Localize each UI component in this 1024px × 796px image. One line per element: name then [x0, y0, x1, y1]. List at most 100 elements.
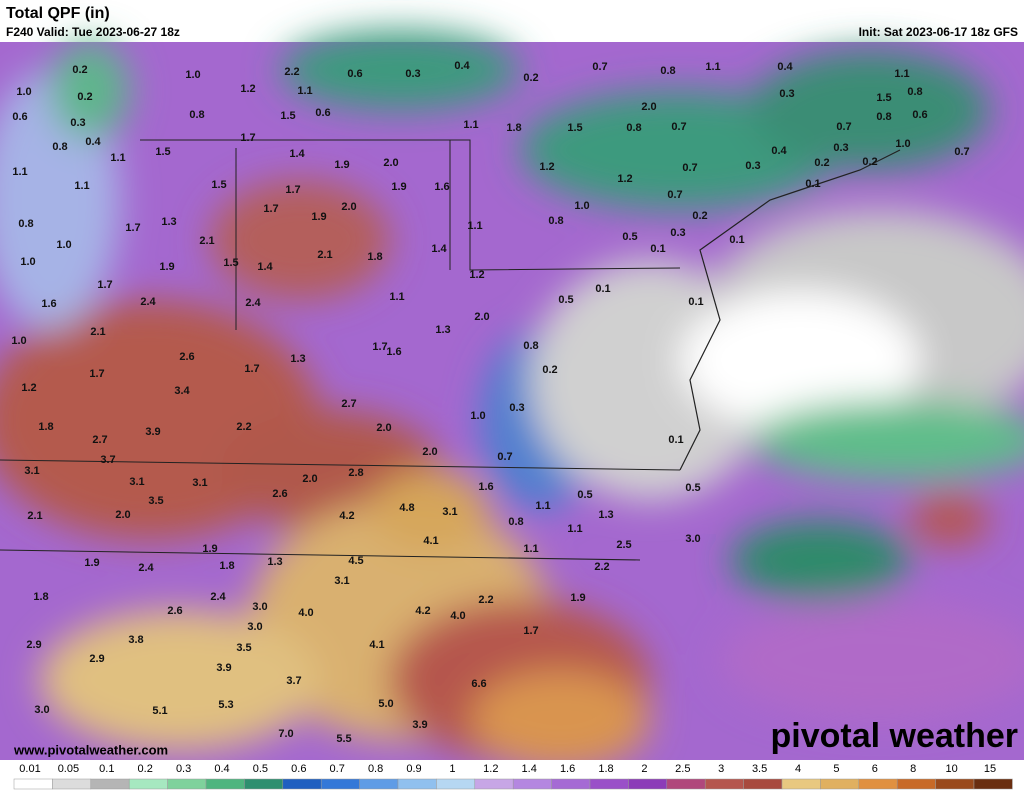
colorbar-label: 0.5 — [253, 763, 268, 775]
map-value-label: 1.2 — [21, 382, 36, 394]
colorbar-cell — [320, 778, 360, 790]
map-value-label: 4.1 — [369, 639, 384, 651]
colorbar-label: 1.6 — [560, 763, 575, 775]
colorbar-label: 0.2 — [138, 763, 153, 775]
map-value-label: 0.8 — [548, 215, 563, 227]
colorbar-cell — [282, 778, 322, 790]
colorbar-label: 5 — [833, 763, 839, 775]
colorbar-label: 15 — [984, 763, 996, 775]
colorbar-cell — [628, 778, 668, 790]
map-value-label: 1.7 — [263, 203, 278, 215]
map-value-label: 2.9 — [89, 653, 104, 665]
colorbar: 0.01 0.05 0.1 0.2 0.3 0.4 0.5 0.6 0.7 0.8 0.9 1 1.2 1… — [13, 763, 1013, 790]
map-value-label: 2.1 — [90, 326, 105, 338]
map-value-label: 0.5 — [577, 489, 592, 501]
colorbar-cell — [551, 778, 591, 790]
colorbar-cell — [90, 778, 130, 790]
state-borders — [0, 139, 681, 561]
map-value-label: 1.9 — [311, 211, 326, 223]
map-value-label: 1.0 — [574, 200, 589, 212]
colorbar-label: 1.4 — [522, 763, 537, 775]
map-value-label: 2.8 — [348, 467, 363, 479]
map-value-label: 3.7 — [286, 675, 301, 687]
map-value-label: 0.2 — [814, 157, 829, 169]
colorbar-cell — [359, 778, 399, 790]
map-value-label: 2.7 — [341, 398, 356, 410]
map-value-label: 0.2 — [692, 210, 707, 222]
map-value-label: 0.8 — [18, 218, 33, 230]
website: www.pivotalweather.com — [13, 742, 168, 757]
map-value-label: 0.6 — [12, 111, 27, 123]
map-value-label: 5.1 — [152, 705, 167, 717]
map-value-label: 3.1 — [24, 465, 39, 477]
colorbar-cell — [512, 778, 552, 790]
map-value-label: 1.3 — [598, 509, 613, 521]
map-value-label: 2.5 — [616, 539, 631, 551]
map-value-label: 3.8 — [128, 634, 143, 646]
map-value-label: 3.1 — [334, 575, 349, 587]
map-value-label: 1.1 — [110, 152, 125, 164]
map-value-label: 1.2 — [617, 173, 632, 185]
map-value-label: 2.1 — [27, 510, 42, 522]
map-value-label: 0.1 — [688, 296, 703, 308]
map-value-label: 2.0 — [376, 422, 391, 434]
colorbar-label: 0.01 — [19, 763, 40, 775]
colorbar-label: 2.5 — [675, 763, 690, 775]
map-value-label: 1.4 — [431, 243, 447, 255]
map-value-label: 1.2 — [469, 269, 484, 281]
map-value-label: 0.2 — [523, 72, 538, 84]
colorbar-label: 2 — [641, 763, 647, 775]
map-value-label: 0.7 — [592, 61, 607, 73]
map-value-label: 2.2 — [284, 66, 299, 78]
map-value-label: 4.0 — [450, 610, 465, 622]
map-value-label: 1.6 — [478, 481, 493, 493]
colorbar-cell — [244, 778, 284, 790]
colorbar-label: 0.6 — [291, 763, 306, 775]
map-value-label: 3.1 — [129, 476, 144, 488]
map-value-label: 1.8 — [219, 560, 234, 572]
map-value-label: 1.9 — [159, 261, 174, 273]
map-value-label: 0.8 — [626, 122, 641, 134]
map-value-label: 0.2 — [72, 64, 87, 76]
map-value-label: 1.9 — [202, 543, 217, 555]
map-value-label: 1.1 — [12, 166, 27, 178]
map-value-label: 0.6 — [347, 68, 362, 80]
map-value-label: 1.7 — [372, 341, 387, 353]
map-value-label: 5.5 — [336, 733, 351, 745]
map-value-label: 0.7 — [671, 121, 686, 133]
map-value-label: 4.0 — [298, 607, 313, 619]
map-value-label: 0.6 — [315, 107, 330, 119]
map-value-label: 0.3 — [405, 68, 420, 80]
map-value-label: 1.1 — [297, 85, 312, 97]
map-value-label: 1.5 — [211, 179, 226, 191]
colorbar-label: 0.05 — [58, 763, 79, 775]
map-value-label: 1.1 — [463, 119, 478, 131]
colorbar-cell — [589, 778, 629, 790]
map-value-label: 1.0 — [20, 256, 35, 268]
colorbar-cell — [858, 778, 898, 790]
map-value-label: 0.1 — [650, 243, 665, 255]
map-value-label: 6.6 — [471, 678, 486, 690]
map-value-label: 0.4 — [454, 60, 470, 72]
map-value-label: 2.4 — [245, 297, 261, 309]
map-value-label: 5.0 — [378, 698, 393, 710]
map-value-label: 5.3 — [218, 699, 233, 711]
map-value-label: 0.8 — [907, 86, 922, 98]
map-value-label: 3.9 — [216, 662, 231, 674]
colorbar-cell — [935, 778, 975, 790]
map-value-label: 1.6 — [434, 181, 449, 193]
map-value-label: 0.1 — [595, 283, 610, 295]
colorbar-cell — [205, 778, 245, 790]
map-value-label: 0.2 — [77, 91, 92, 103]
map-value-label: 1.7 — [523, 625, 538, 637]
map-value-label: 0.3 — [70, 117, 85, 129]
map-value-label: 1.7 — [125, 222, 140, 234]
map-value-label: 0.1 — [668, 434, 683, 446]
map-value-label: 2.2 — [236, 421, 251, 433]
map-value-label: 1.7 — [285, 184, 300, 196]
precip-field — [0, 30, 1024, 770]
map-value-label: 1.2 — [240, 83, 255, 95]
colorbar-label: 3.5 — [752, 763, 767, 775]
map-value-label: 0.8 — [52, 141, 67, 153]
map-value-label: 0.3 — [833, 142, 848, 154]
